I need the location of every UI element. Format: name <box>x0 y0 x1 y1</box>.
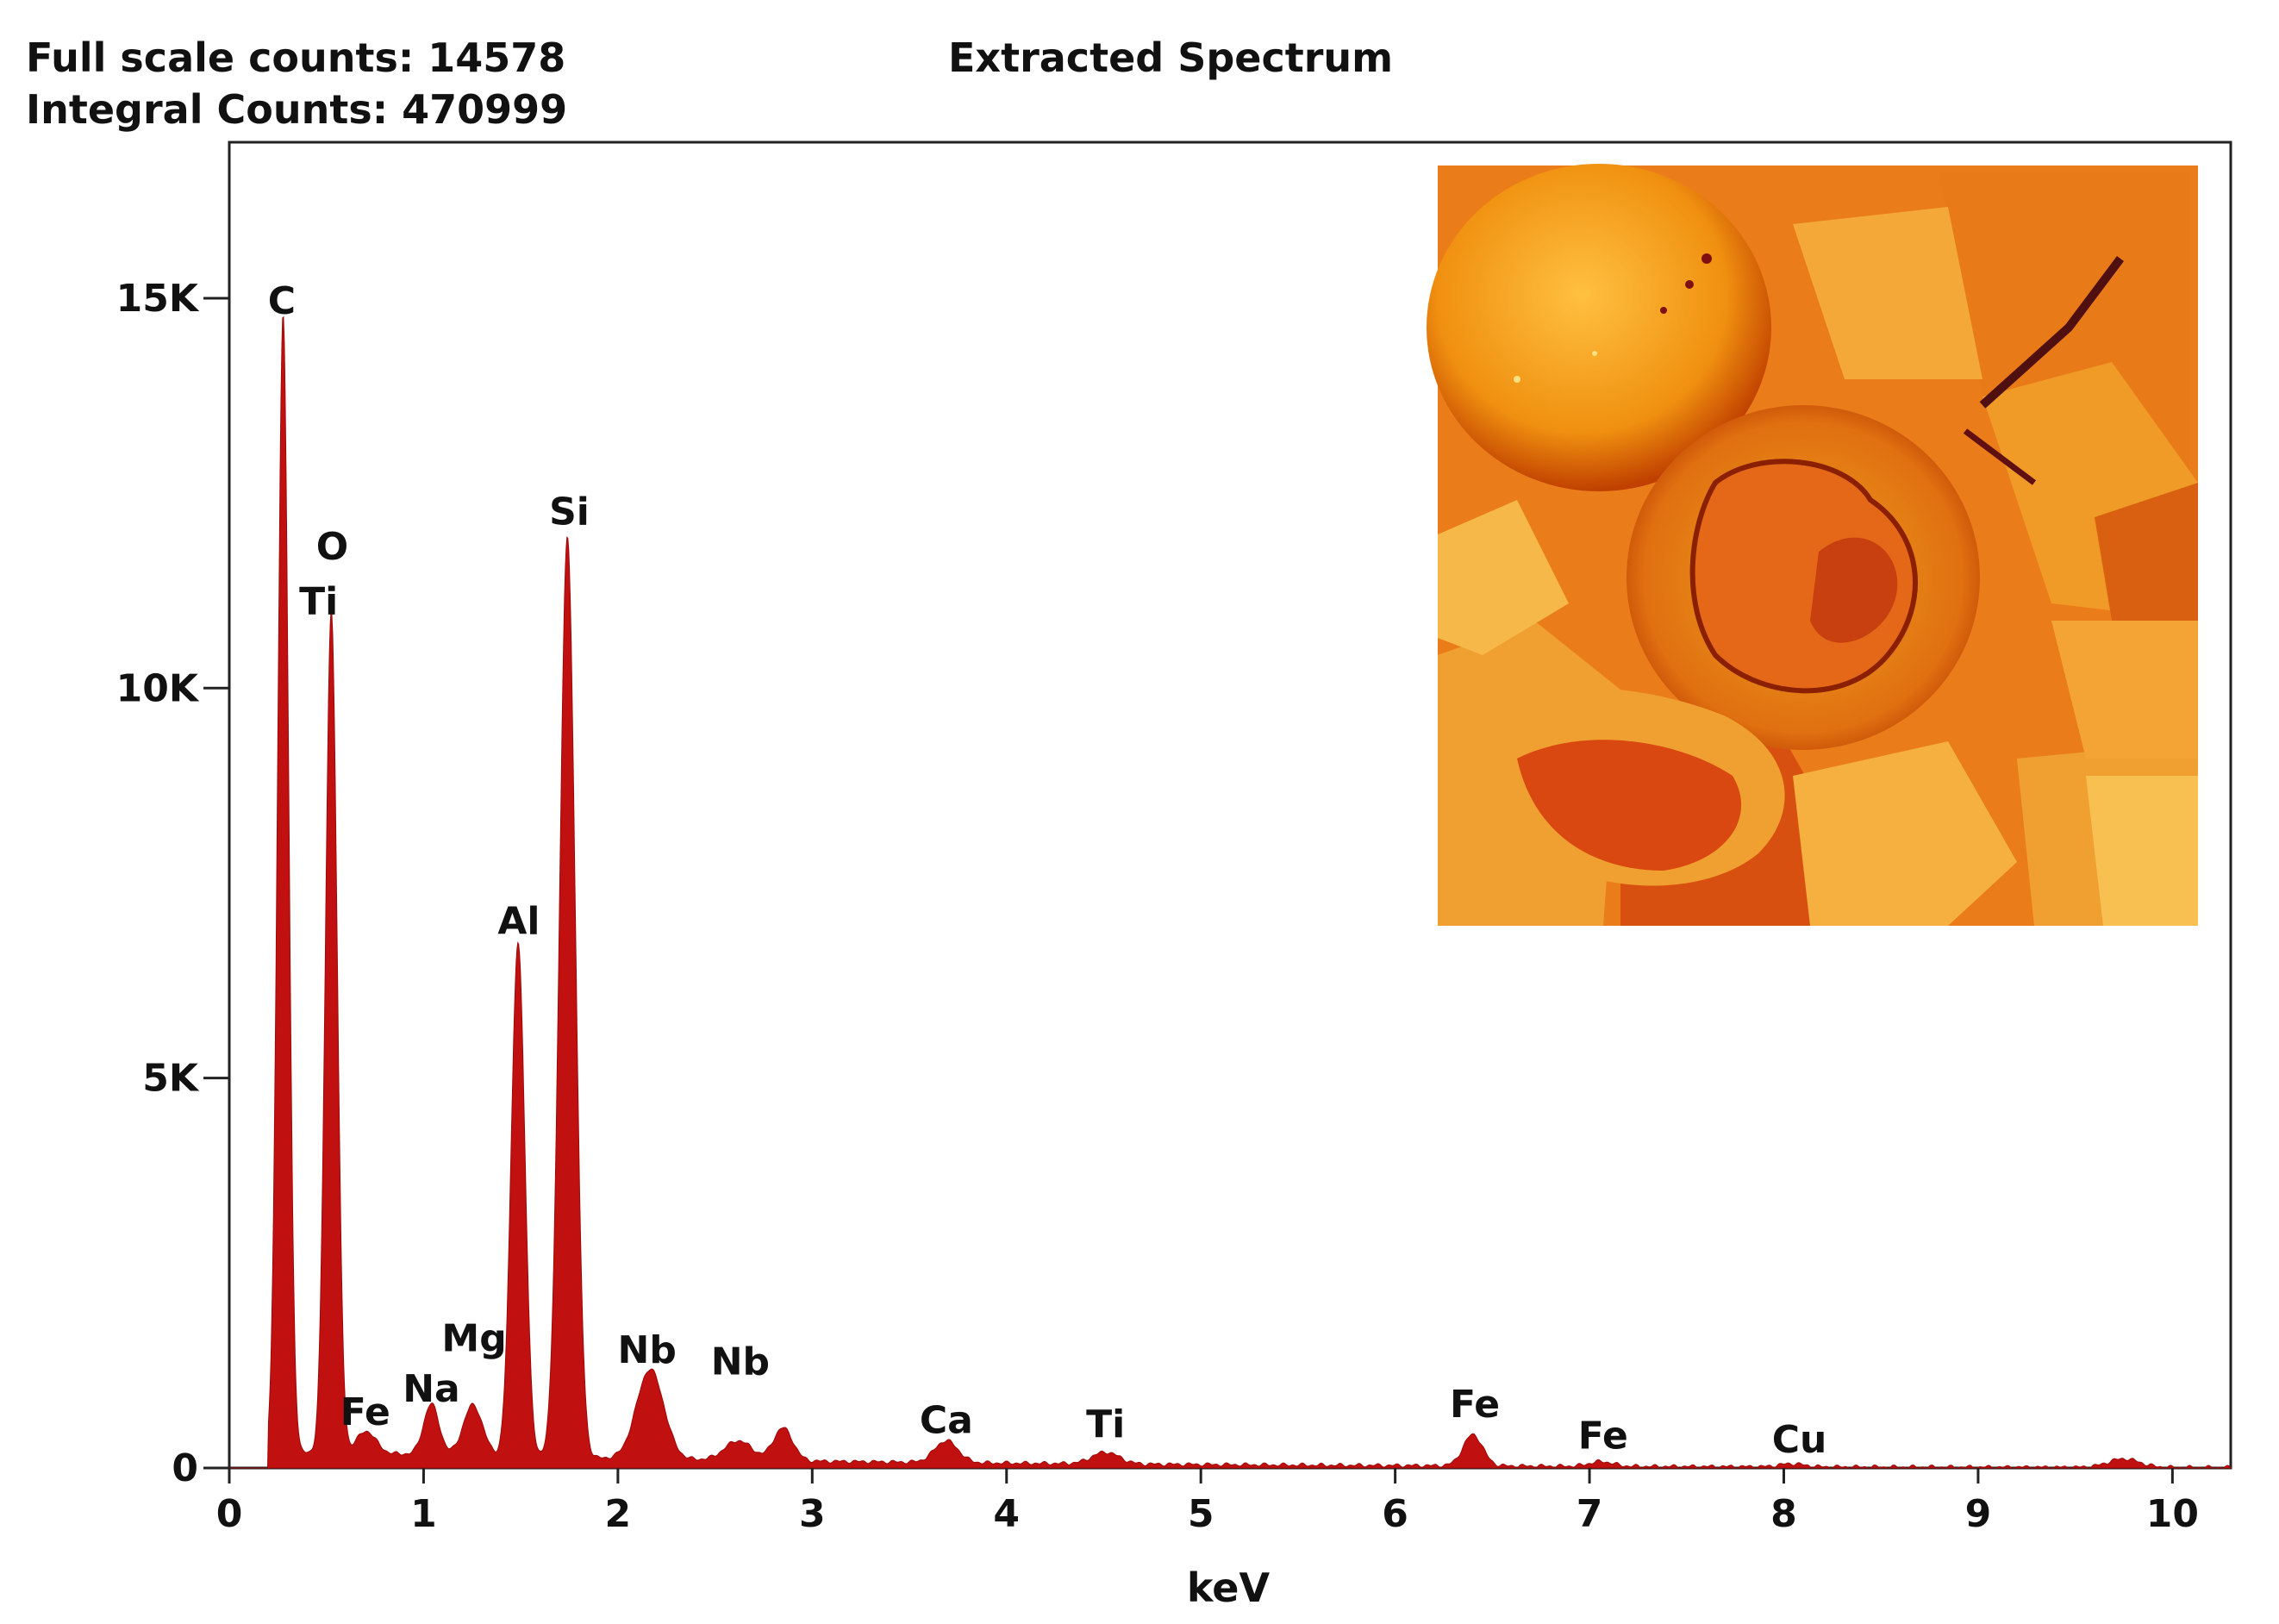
x-tick-label: 9 <box>1965 1492 1992 1536</box>
full-scale-counts: Full scale counts: 14578 <box>26 34 566 81</box>
peak-labels: C O Ti Fe Na Mg Al Si Nb Nb Ca Ti Fe Fe Cu <box>268 279 1827 1462</box>
peak-label-ca: Ca <box>920 1398 973 1442</box>
x-axis-title: keV <box>1187 1565 1271 1611</box>
peak-label-cu: Cu <box>1772 1418 1827 1462</box>
peak-label-al: Al <box>497 899 540 943</box>
peak-label-fe: Fe <box>1578 1414 1628 1458</box>
peak-label-nb: Nb <box>618 1328 677 1372</box>
sem-micrograph-inset <box>1427 164 2198 926</box>
spectrum-area <box>229 315 2232 1469</box>
y-tick-label: 5K <box>142 1057 200 1101</box>
x-tick-label: 10 <box>2146 1492 2199 1536</box>
peak-label-o: O <box>316 525 348 569</box>
x-tick-label: 0 <box>216 1492 243 1536</box>
peak-label-mg: Mg <box>441 1316 506 1360</box>
peak-label-fe: Fe <box>1450 1383 1500 1427</box>
integral-counts: Integral Counts: 470999 <box>26 86 568 133</box>
peak-label-nb: Nb <box>711 1340 770 1384</box>
peak-label-ti: Ti <box>1086 1402 1125 1446</box>
peak-label-na: Na <box>403 1367 460 1411</box>
x-tick-label: 7 <box>1577 1492 1603 1536</box>
peak-label-si: Si <box>549 490 590 534</box>
peak-label-c: C <box>268 279 296 323</box>
y-axis: 0 5K 10K 15K <box>116 277 229 1490</box>
y-tick-label: 15K <box>116 277 200 321</box>
x-axis: 0 1 2 3 4 5 6 7 8 9 10 <box>216 1468 2199 1536</box>
x-tick-label: 2 <box>605 1492 632 1536</box>
peak-label-ti: Ti <box>299 579 338 623</box>
peak-label-fe: Fe <box>340 1390 390 1434</box>
y-tick-label: 10K <box>116 666 200 710</box>
x-tick-label: 4 <box>993 1492 1020 1536</box>
x-tick-label: 8 <box>1770 1492 1797 1536</box>
x-tick-label: 3 <box>799 1492 826 1536</box>
y-tick-label: 0 <box>172 1446 198 1490</box>
x-tick-label: 1 <box>410 1492 437 1536</box>
x-tick-label: 5 <box>1188 1492 1214 1536</box>
chart-title: Extracted Spectrum <box>948 34 1394 81</box>
x-tick-label: 6 <box>1382 1492 1408 1536</box>
